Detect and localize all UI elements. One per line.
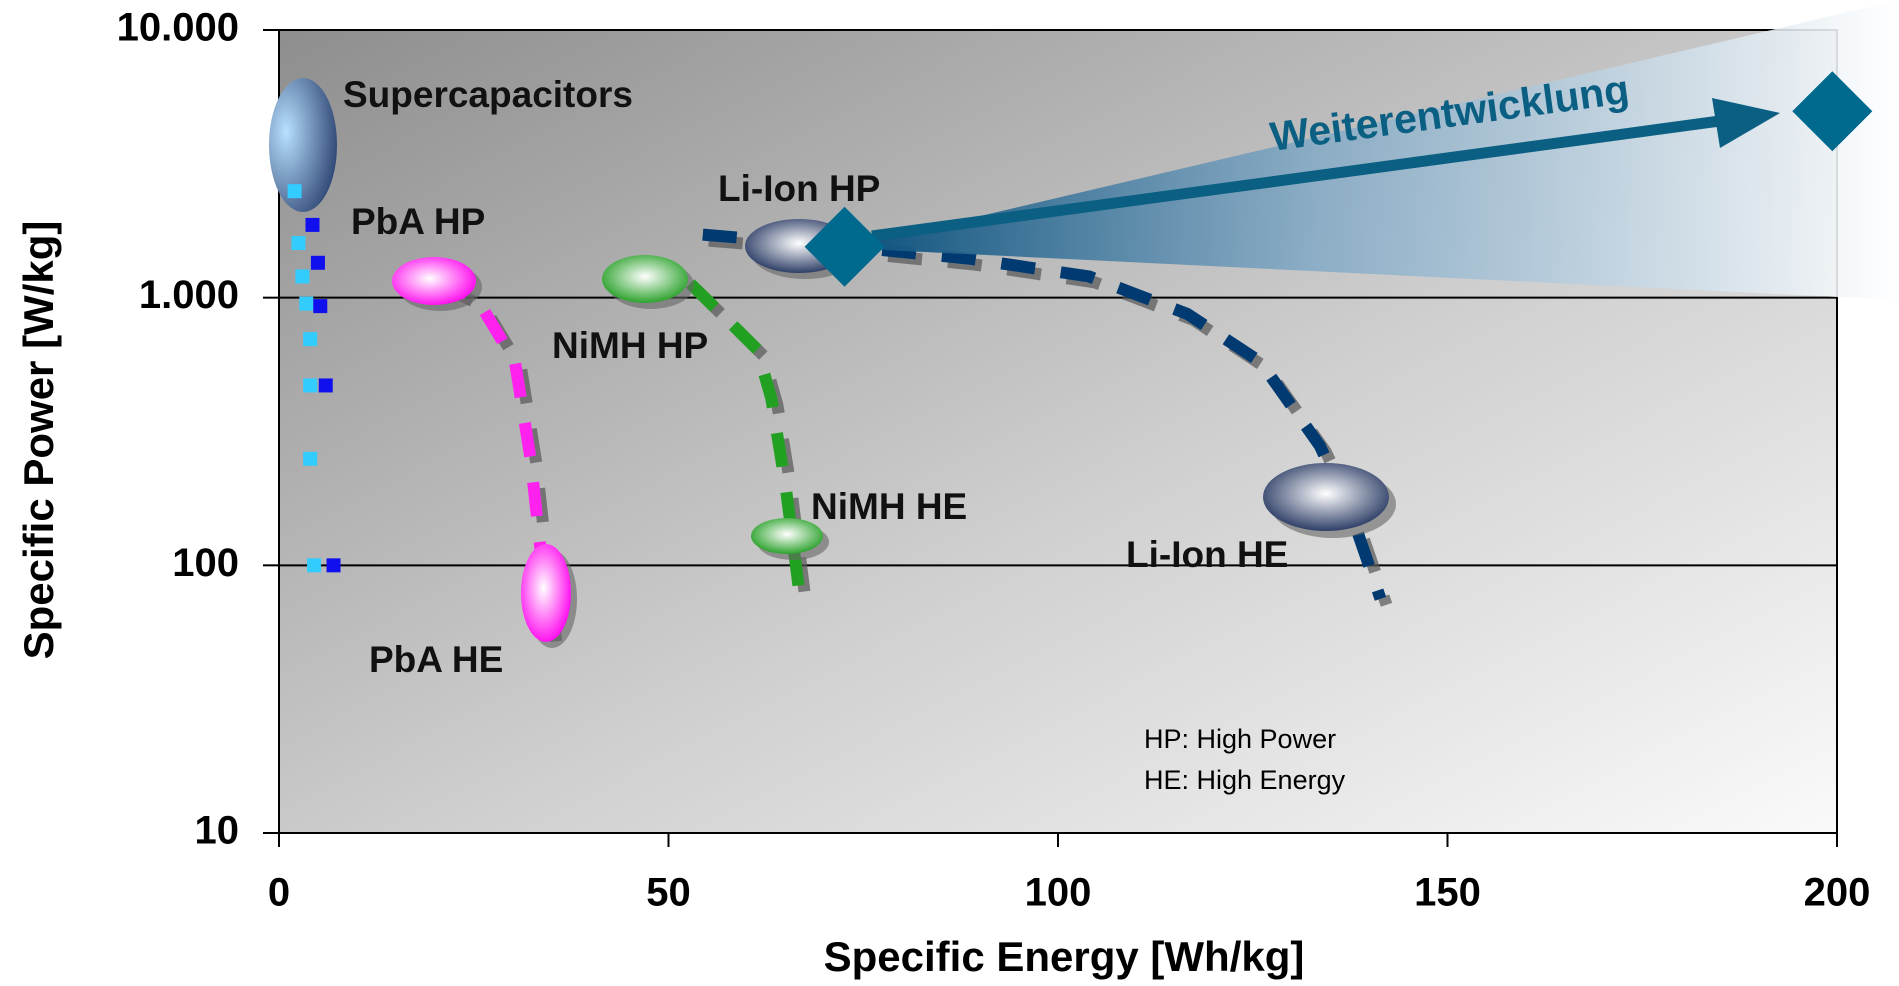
- y-axis-title: Specific Power [W/kg]: [15, 221, 62, 660]
- trend-fan: [844, 0, 1899, 300]
- y-tick-label: 100: [172, 541, 239, 585]
- point: [326, 558, 341, 573]
- x-tick-label: 200: [1804, 871, 1871, 915]
- point: [305, 217, 320, 232]
- annotation: PbA HE: [369, 639, 503, 680]
- blob: [521, 544, 571, 642]
- arrow-head: [1712, 98, 1780, 148]
- x-axis-title: Specific Energy [Wh/kg]: [824, 933, 1305, 980]
- x-tick-label: 100: [1025, 871, 1092, 915]
- point: [307, 558, 322, 573]
- diamond: [804, 206, 885, 287]
- annotation: Supercapacitors: [343, 74, 633, 115]
- y-tick-label: 10.000: [117, 6, 239, 50]
- blob: [392, 257, 476, 305]
- annotation: Li-Ion HP: [718, 168, 880, 209]
- curve: [686, 279, 806, 594]
- x-tick-label: 150: [1414, 871, 1481, 915]
- blob: [1263, 463, 1389, 531]
- annotation: NiMH HE: [811, 486, 967, 527]
- note: HP: High Power: [1144, 724, 1336, 754]
- point: [287, 184, 302, 199]
- point: [318, 378, 333, 393]
- x-tick-label: 50: [646, 871, 691, 915]
- blobs: [269, 78, 1396, 648]
- point: [303, 378, 318, 393]
- point: [303, 451, 318, 466]
- annotation: Li-Ion HE: [1126, 534, 1288, 575]
- x-tick-label: 0: [268, 871, 290, 915]
- y-tick-label: 10: [195, 809, 240, 853]
- blob: [602, 255, 688, 303]
- point: [299, 296, 314, 311]
- blob: [269, 78, 337, 212]
- y-tick-label: 1.000: [139, 273, 239, 317]
- point: [291, 236, 306, 251]
- point: [310, 255, 325, 270]
- point: [313, 299, 328, 314]
- layer: [287, 184, 341, 573]
- annotation: NiMH HP: [552, 325, 708, 366]
- diamond: [1792, 71, 1873, 152]
- annotation: PbA HP: [351, 201, 485, 242]
- blob: [751, 518, 823, 554]
- point: [303, 332, 318, 347]
- note: HE: High Energy: [1144, 765, 1346, 795]
- point: [295, 269, 310, 284]
- trend-arrow: [871, 115, 1721, 242]
